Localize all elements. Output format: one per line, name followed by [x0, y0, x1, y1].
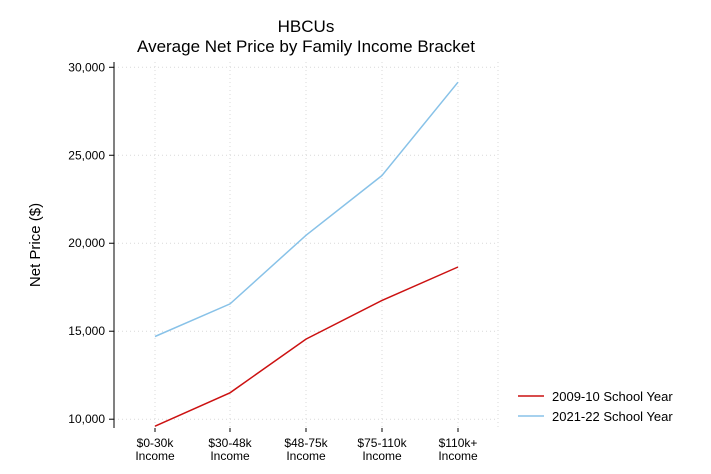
x-tick-label: Income — [210, 449, 250, 463]
x-tick-label: $30-48k — [208, 436, 252, 450]
x-tick-label: $48-75k — [284, 436, 328, 450]
chart-subtitle: Average Net Price by Family Income Brack… — [137, 37, 475, 56]
x-ticks: $0-30kIncome$30-48kIncome$48-75kIncome$7… — [135, 428, 478, 463]
series-line-2009-10 — [154, 266, 459, 427]
legend: 2009-10 School Year 2021-22 School Year — [518, 389, 673, 424]
y-tick-label: 20,000 — [68, 236, 105, 250]
series-line-2021-22 — [154, 81, 459, 338]
y-tick-label: 15,000 — [68, 324, 105, 338]
x-tick-label: $110k+ — [439, 436, 478, 450]
x-tick-label: $0-30k — [137, 436, 175, 450]
y-ticks: 10,000 15,000 20,000 25,000 30,000 — [68, 60, 114, 426]
legend-label-2021-22: 2021-22 School Year — [552, 409, 673, 424]
y-tick-label: 10,000 — [68, 412, 105, 426]
series-lines — [154, 81, 459, 427]
x-tick-label: $75-110k — [357, 436, 407, 450]
y-tick-label: 25,000 — [68, 148, 105, 162]
gridlines — [114, 62, 499, 428]
x-tick-label: Income — [135, 449, 175, 463]
y-tick-label: 30,000 — [68, 60, 105, 74]
x-tick-label: Income — [286, 449, 326, 463]
x-tick-label: Income — [362, 449, 402, 463]
legend-label-2009-10: 2009-10 School Year — [552, 389, 673, 404]
chart-title: HBCUs — [278, 17, 335, 36]
x-tick-label: Income — [438, 449, 478, 463]
y-axis-label: Net Price ($) — [27, 203, 44, 287]
